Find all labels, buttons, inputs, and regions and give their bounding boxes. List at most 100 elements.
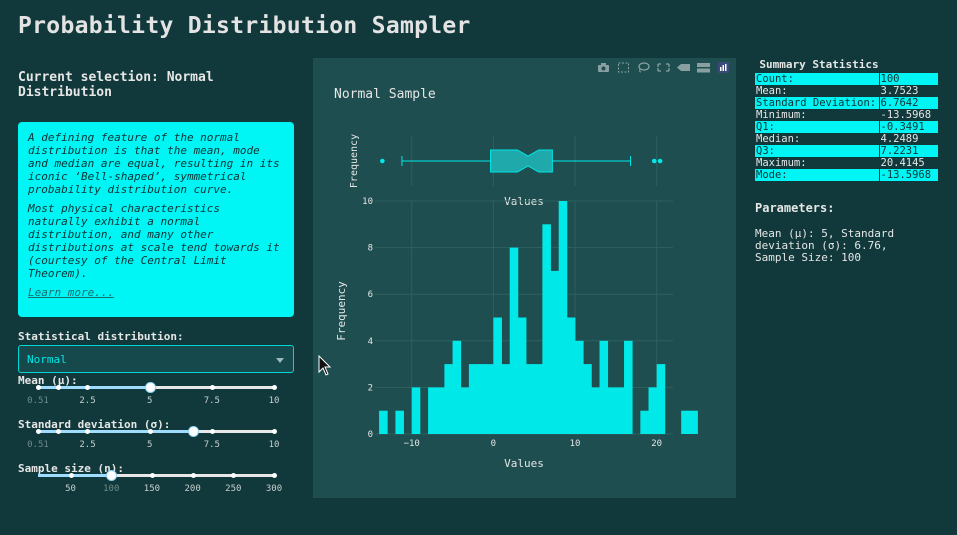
hover-closest-icon[interactable] <box>677 62 690 73</box>
mean-slider-mark <box>85 385 91 390</box>
x-tick-label: 0 <box>491 439 496 449</box>
n-slider-mark <box>190 473 196 478</box>
stats-value: 3.7523 <box>878 85 938 97</box>
hist-bar <box>428 387 437 434</box>
stats-title: Summary Statistics <box>759 58 879 71</box>
box-select-icon[interactable] <box>617 62 630 73</box>
sample-size-slider[interactable]: Sample size (n): 50 100 150 200 250 300 <box>18 462 294 494</box>
mean-slider-track[interactable] <box>38 386 150 389</box>
n-slider-track[interactable] <box>38 474 112 477</box>
sd-slider-mark <box>36 429 41 434</box>
learn-more-link[interactable]: Learn more... <box>28 286 115 299</box>
box-plot-box <box>490 149 553 173</box>
n-slider-tick-label: 50 <box>65 484 76 494</box>
sd-slider-mark <box>147 429 153 434</box>
hist-bar <box>681 410 690 434</box>
hist-bar <box>444 364 453 434</box>
sd-slider-track[interactable] <box>38 430 194 433</box>
hist-bar <box>648 387 658 434</box>
mouse-cursor-icon <box>318 355 332 376</box>
y-tick-label: 4 <box>368 337 373 347</box>
hist-bar <box>575 340 584 434</box>
modebar <box>597 62 730 73</box>
mean-slider-mark <box>36 385 41 390</box>
stats-key: Mean: <box>756 85 788 97</box>
hist-bar <box>689 410 698 434</box>
stats-key: Q1: <box>755 121 879 133</box>
box-y-label: Frequency <box>349 134 360 188</box>
sd-slider-tick-label: 0.51 <box>27 440 49 450</box>
hist-bar <box>501 364 511 434</box>
camera-icon[interactable] <box>597 62 610 73</box>
hist-bar <box>550 270 560 434</box>
distribution-value: Normal <box>27 352 67 366</box>
hist-bar <box>591 387 600 434</box>
box-outlier-point <box>657 158 663 164</box>
box-outlier-point <box>380 158 385 164</box>
n-slider-tick-label: 200 <box>184 484 201 494</box>
y-tick-label: 8 <box>368 244 373 254</box>
stats-key: Q3: <box>755 145 879 157</box>
stats-value: 4.2489 <box>878 133 938 145</box>
sd-slider-tick-label: 7.5 <box>203 440 220 450</box>
n-slider-handle[interactable] <box>106 470 118 481</box>
sd-slider-handle[interactable] <box>188 426 200 437</box>
hist-bar <box>485 364 494 434</box>
stats-key: Median: <box>756 133 801 145</box>
hover-compare-icon[interactable] <box>697 62 710 73</box>
hist-bar <box>640 410 649 434</box>
hist-bar <box>615 387 625 434</box>
mean-slider-tick-label: 5 <box>146 396 153 406</box>
y-tick-label: 6 <box>368 290 373 300</box>
stats-value: 7.2231 <box>878 145 938 157</box>
chart-title: Normal Sample <box>334 87 436 102</box>
sd-slider[interactable]: Standard deviation (σ): 0.51 2.5 5 7.5 10 <box>18 418 294 450</box>
n-slider-mark <box>149 473 155 478</box>
distribution-label: Statistical distribution: <box>18 330 184 343</box>
sd-slider-mark <box>209 429 215 434</box>
stats-key: Mode: <box>755 169 879 181</box>
n-slider-tick-label: 300 <box>265 484 283 494</box>
description-paragraph-2: Most physical characteristics naturally … <box>28 202 280 280</box>
n-slider-rail[interactable] <box>38 474 274 477</box>
sd-slider-mark <box>85 429 91 434</box>
histogram-chart[interactable]: Normal Sample Frequency Values 0 2 4 6 8 10 −10 0 1… <box>313 58 736 498</box>
chevron-down-icon[interactable] <box>276 358 284 363</box>
mean-label: Mean (μ): <box>18 374 78 387</box>
mean-slider[interactable]: Mean (μ): 0.51 2.5 5 7.5 10 <box>18 374 294 406</box>
plotly-logo-icon[interactable] <box>717 62 730 73</box>
selection-heading: Current selection: Normal Distribution <box>18 70 214 100</box>
parameters-heading: Parameters: <box>755 201 835 215</box>
y-tick-label: 10 <box>362 197 373 207</box>
hist-bar <box>558 201 568 434</box>
hist-bar <box>583 364 592 434</box>
mean-slider-mark <box>272 385 277 390</box>
stats-row: Median: 4.2489 <box>755 133 938 145</box>
y-tick-label: 2 <box>368 383 373 393</box>
distribution-dropdown[interactable]: Normal <box>18 345 294 373</box>
hist-bar <box>379 410 388 434</box>
autoscale-icon[interactable] <box>657 62 670 73</box>
hist-bar <box>656 364 666 434</box>
lasso-icon[interactable] <box>637 62 650 73</box>
stats-row: Minimum: -13.5968 <box>755 109 938 121</box>
mean-slider-handle[interactable] <box>144 382 156 393</box>
stats-key: Count: <box>755 73 879 85</box>
stats-row: Standard Deviation: 6.7642 <box>755 97 938 109</box>
sd-slider-mark <box>55 429 61 434</box>
hist-bar <box>509 247 519 434</box>
n-slider-mark <box>68 473 74 478</box>
hist-bar <box>534 364 543 434</box>
mean-slider-rail[interactable] <box>38 386 274 389</box>
x-tick-label: 10 <box>570 439 581 449</box>
hist-bar <box>542 224 551 434</box>
mean-slider-tick-label: 2.5 <box>79 396 96 406</box>
stats-row: Mean: 3.7523 <box>755 85 938 97</box>
stats-row: Mode: -13.5968 <box>755 169 938 181</box>
hist-bar <box>607 387 617 434</box>
stats-value: 20.4145 <box>878 157 938 169</box>
hist-bar <box>599 340 609 434</box>
n-slider-tick-label: 250 <box>225 484 242 494</box>
sd-slider-tick-label: 10 <box>268 440 280 450</box>
hist-bar <box>477 364 486 434</box>
